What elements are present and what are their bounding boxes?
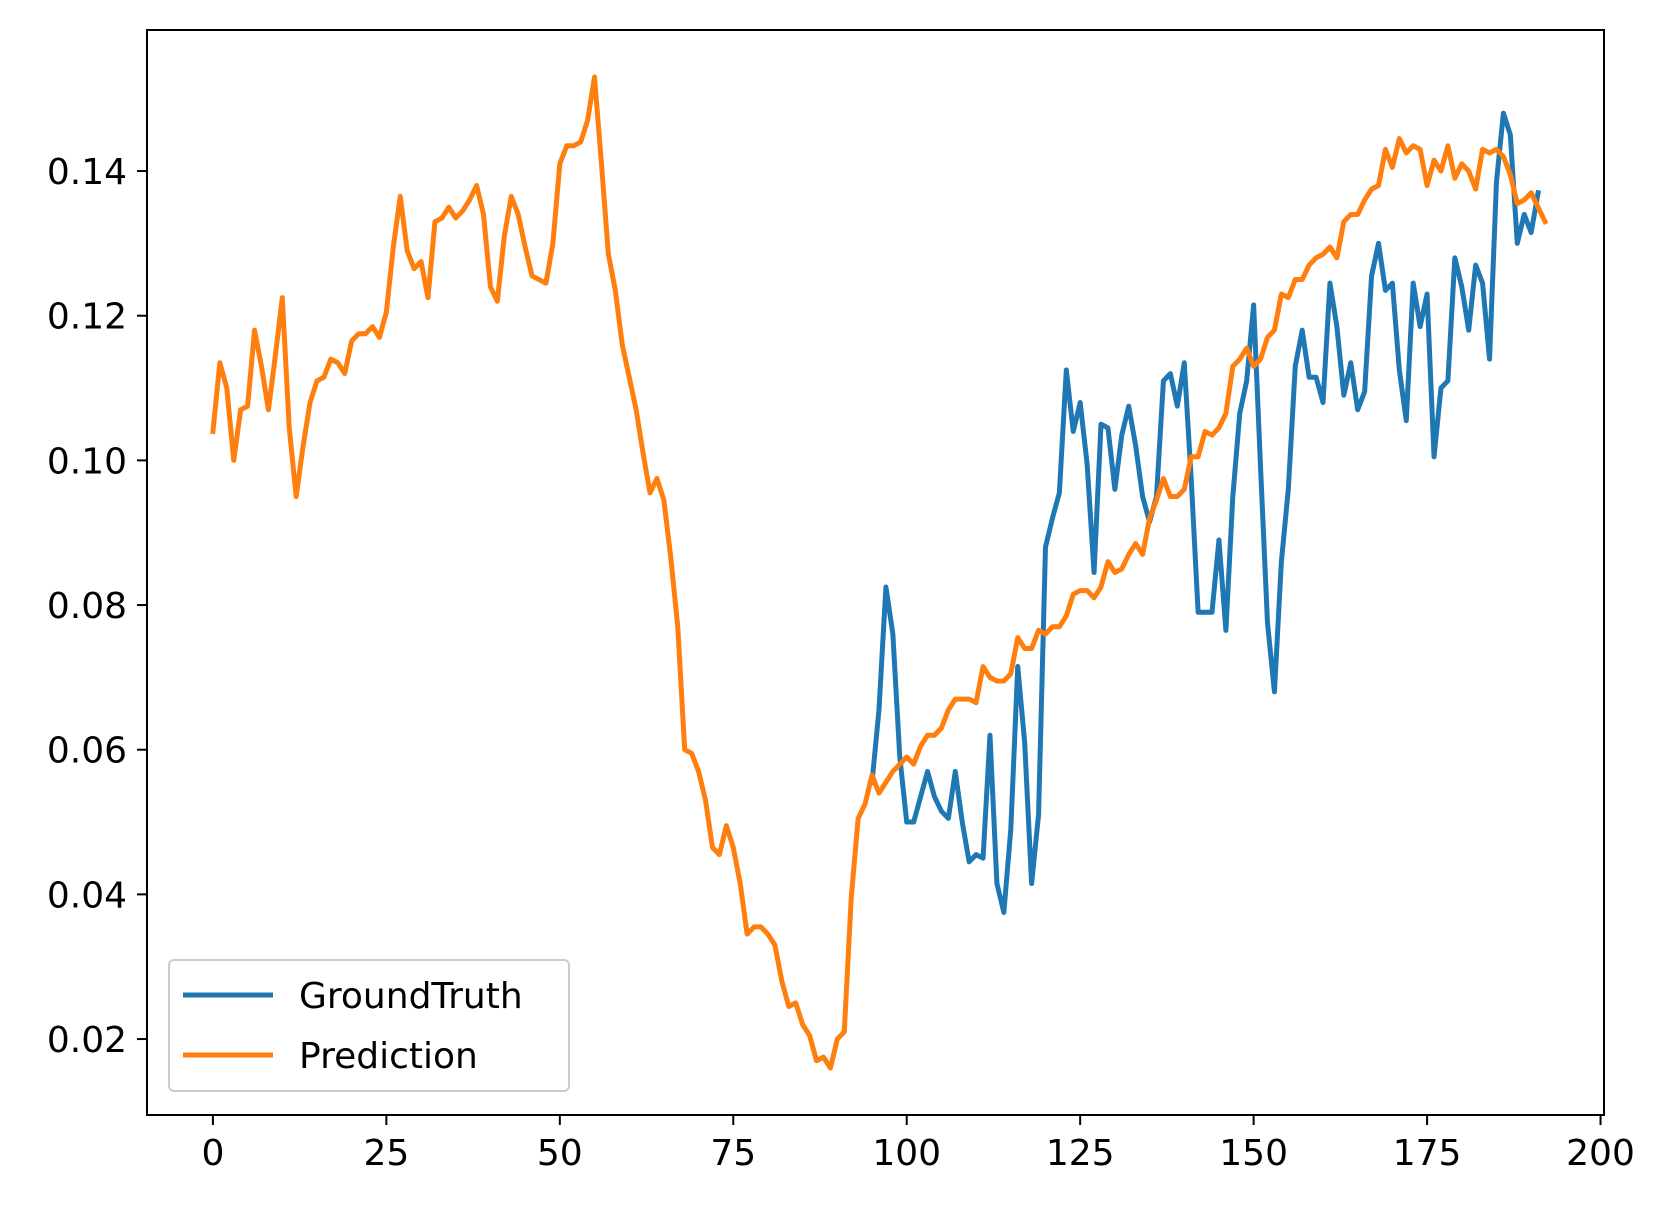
y-tick-label: 0.06	[47, 731, 127, 772]
y-axis-ticks: 0.02 0.04 0.06 0.08 0.10 0.12 0.14	[47, 152, 147, 1061]
x-tick-label: 100	[872, 1133, 941, 1174]
x-tick-label: 25	[363, 1133, 409, 1174]
legend: GroundTruth Prediction	[168, 959, 570, 1092]
y-tick-label: 0.10	[47, 441, 127, 482]
x-tick-label: 175	[1393, 1133, 1462, 1174]
y-tick-label: 0.08	[47, 586, 127, 627]
x-tick-label: 50	[537, 1133, 583, 1174]
legend-label-groundtruth: GroundTruth	[299, 976, 523, 1017]
series-line-prediction	[210, 74, 1549, 1071]
y-tick-label: 0.04	[47, 875, 127, 916]
x-tick-label: 0	[201, 1133, 224, 1174]
y-tick-label: 0.02	[47, 1020, 127, 1061]
series-layer	[210, 74, 1549, 1071]
y-tick-label: 0.14	[47, 152, 127, 193]
y-tick-label: 0.12	[47, 297, 127, 338]
x-tick-label: 200	[1566, 1133, 1635, 1174]
x-tick-label: 150	[1219, 1133, 1288, 1174]
plot-frame	[146, 29, 1605, 1116]
x-tick-label: 125	[1046, 1133, 1115, 1174]
series-line-groundtruth	[869, 110, 1541, 915]
x-tick-label: 75	[710, 1133, 756, 1174]
legend-label-prediction: Prediction	[299, 1036, 478, 1077]
x-axis-ticks: 0 25 50 75 100 125 150 175 200	[201, 1115, 1635, 1174]
